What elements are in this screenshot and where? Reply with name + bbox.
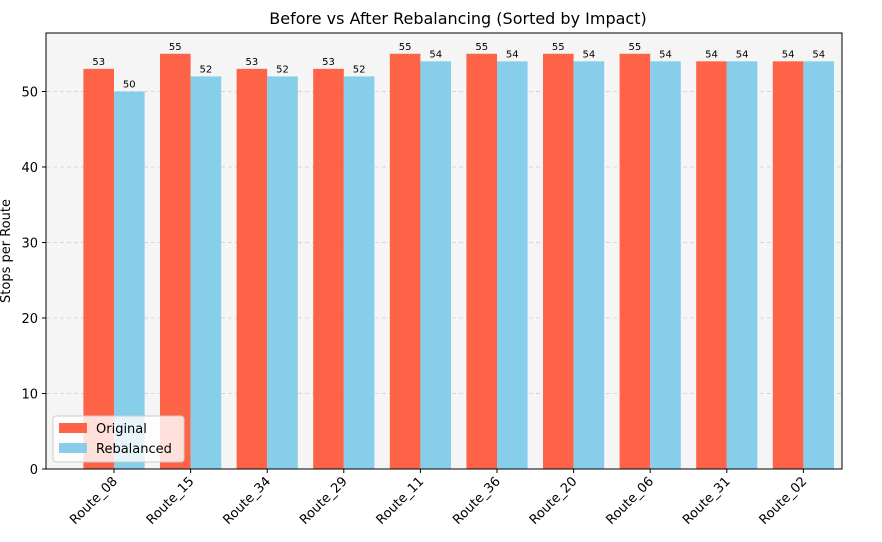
x-tick-label: Route_15 <box>144 474 198 528</box>
bar-original-route_08 <box>83 68 114 469</box>
bar-value-label: 54 <box>506 49 519 60</box>
x-tick-label: Route_11 <box>374 474 428 528</box>
bar-value-label: 54 <box>705 49 718 60</box>
y-tick-label: 30 <box>21 237 38 252</box>
bar-value-label: 55 <box>399 42 412 53</box>
bar-original-route_31 <box>696 61 727 470</box>
bar-value-label: 55 <box>475 42 488 53</box>
y-tick-label: 0 <box>30 463 38 478</box>
bar-value-label: 54 <box>736 49 749 60</box>
bars <box>83 53 834 470</box>
y-tick-label: 10 <box>21 388 38 403</box>
bar-value-label: 54 <box>429 49 442 60</box>
y-axis-label: Stops per Route <box>0 199 14 303</box>
bar-rebalanced-route_02 <box>803 61 834 470</box>
bar-value-label: 53 <box>246 57 259 68</box>
bar-rebalanced-route_11 <box>420 61 451 470</box>
legend-swatch <box>59 443 87 453</box>
bar-rebalanced-route_29 <box>343 76 375 469</box>
x-tick-label: Route_20 <box>527 474 581 528</box>
bar-rebalanced-route_06 <box>650 61 681 470</box>
y-tick-label: 40 <box>21 161 38 176</box>
x-tick-label: Route_34 <box>220 474 274 528</box>
bar-value-label: 54 <box>583 49 596 60</box>
bar-value-label: 52 <box>200 64 213 75</box>
bar-rebalanced-route_15 <box>190 76 222 469</box>
x-tick-label: Route_08 <box>67 474 121 528</box>
bar-rebalanced-route_34 <box>267 76 298 469</box>
plot-frame <box>45 32 843 470</box>
bar-original-route_36 <box>466 53 497 470</box>
legend: Original Rebalanced <box>52 415 185 463</box>
bar-original-route_06 <box>619 53 651 470</box>
bar-value-label: 53 <box>322 57 335 68</box>
bar-value-label: 50 <box>123 80 136 91</box>
bar-value-label: 55 <box>169 42 182 53</box>
bar-value-label: 54 <box>782 49 795 60</box>
x-tick-label: Route_31 <box>680 474 734 528</box>
y-axis: 0 10 20 30 40 50 <box>21 86 46 478</box>
bar-original-route_11 <box>389 53 421 470</box>
x-tick-label: Route_36 <box>450 474 504 528</box>
bar-original-route_20 <box>543 53 574 470</box>
bar-rebalanced-route_31 <box>726 61 758 470</box>
bar-value-label: 54 <box>659 49 672 60</box>
x-tick-label: Route_06 <box>603 474 657 528</box>
x-axis: Route_08 Route_15 Route_34 Route_29 Route_11… <box>67 469 810 528</box>
legend-label: Rebalanced <box>96 442 172 457</box>
y-tick-label: 20 <box>21 312 38 327</box>
bar-value-label: 52 <box>353 64 366 75</box>
bar-original-route_15 <box>160 53 191 470</box>
bar-value-label: 55 <box>552 42 565 53</box>
legend-label: Original <box>96 422 147 437</box>
x-tick-label: Route_02 <box>757 474 811 528</box>
bar-value-label: 54 <box>812 49 825 60</box>
bar-value-label: 53 <box>92 57 105 68</box>
bar-value-labels: 53 50 55 52 53 52 53 52 55 54 55 54 55 54 55 54 54 54 54 54 <box>92 42 825 91</box>
bar-original-route_29 <box>313 68 344 469</box>
bar-rebalanced-route_20 <box>573 61 605 470</box>
legend-swatch <box>59 423 87 433</box>
bar-original-route_34 <box>236 68 268 469</box>
bar-rebalanced-route_08 <box>114 91 145 469</box>
bar-value-label: 55 <box>629 42 642 53</box>
bar-rebalanced-route_36 <box>497 61 528 470</box>
y-tick-label: 50 <box>21 86 38 101</box>
x-tick-label: Route_29 <box>297 474 351 528</box>
chart-title: Before vs After Rebalancing (Sorted by I… <box>269 9 646 28</box>
bar-original-route_02 <box>772 61 804 470</box>
bar-value-label: 52 <box>276 64 289 75</box>
